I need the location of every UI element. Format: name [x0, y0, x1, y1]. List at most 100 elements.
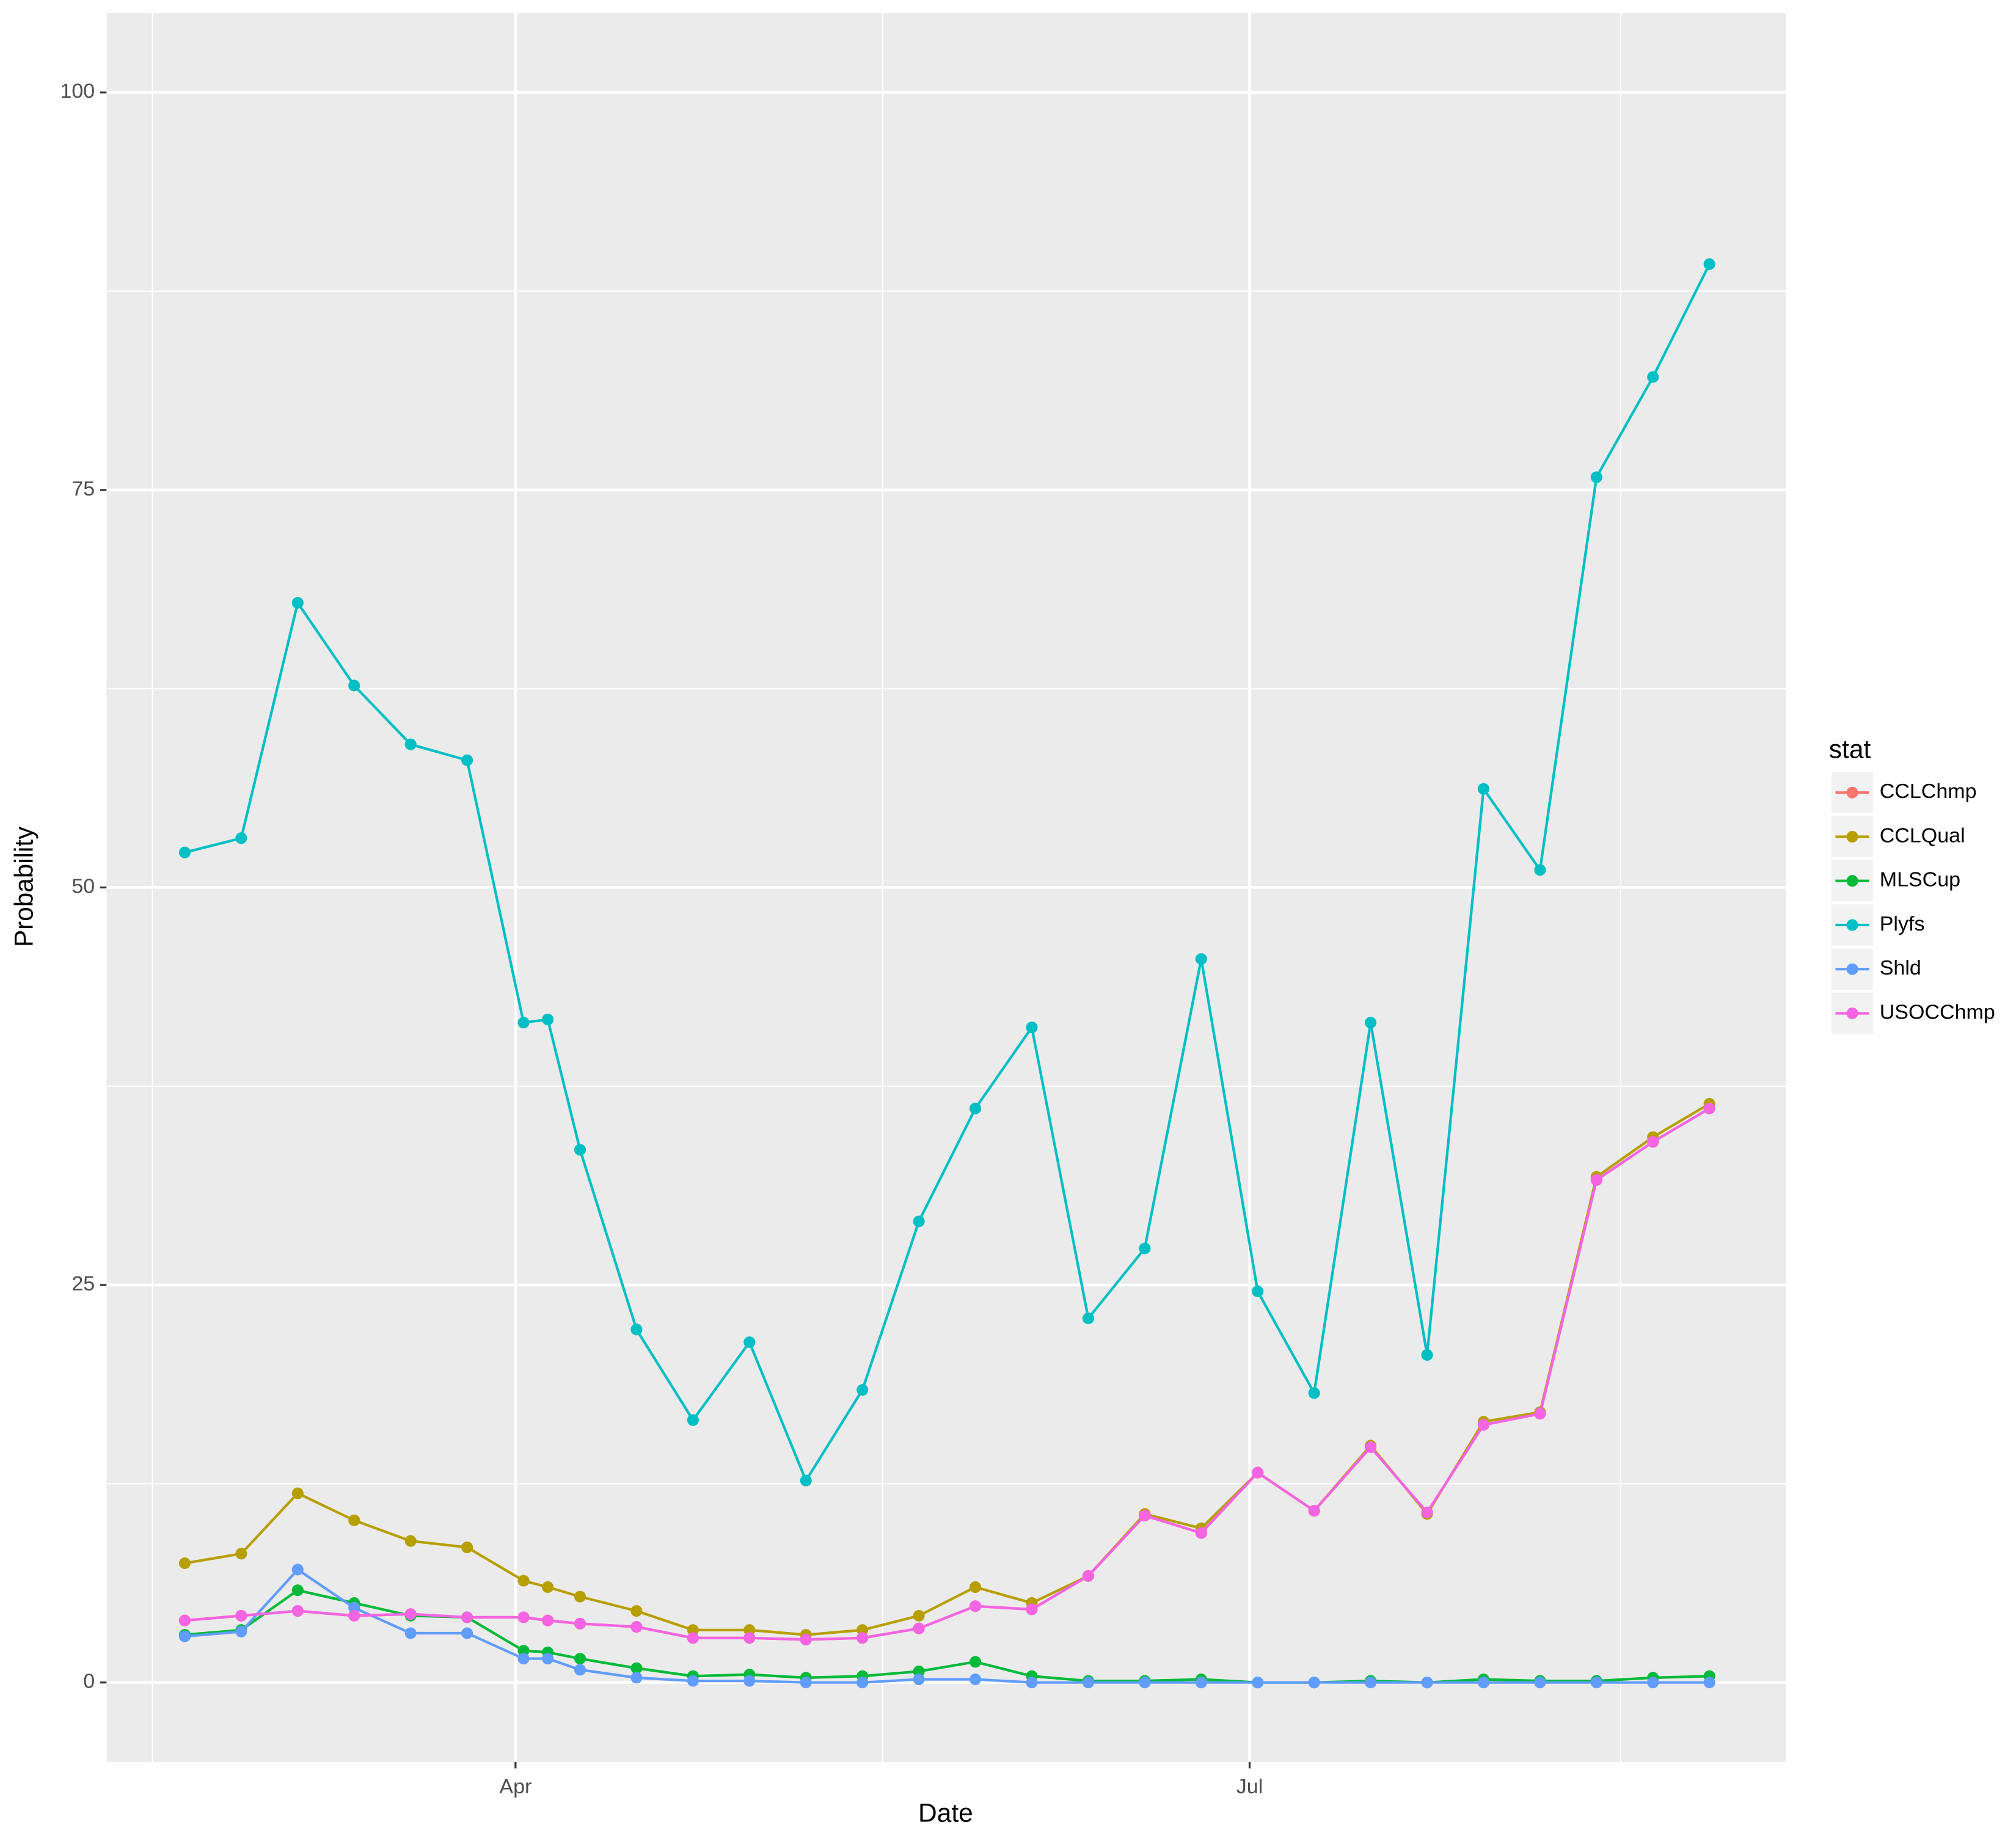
- data-point: [743, 1336, 756, 1348]
- data-point: [517, 1645, 530, 1657]
- legend-point: [1846, 919, 1858, 931]
- data-point: [235, 1548, 247, 1560]
- legend-title: stat: [1829, 735, 1871, 764]
- data-point: [291, 1605, 304, 1617]
- data-point: [1082, 1677, 1094, 1689]
- data-point: [542, 1581, 554, 1593]
- data-point: [969, 1102, 982, 1114]
- data-point: [630, 1323, 643, 1336]
- data-point: [1703, 1102, 1715, 1114]
- data-point: [1477, 1419, 1490, 1431]
- data-point: [178, 1614, 191, 1626]
- data-point: [517, 1611, 530, 1623]
- data-point: [404, 738, 417, 750]
- y-tick-label: 75: [71, 477, 95, 500]
- x-axis-title: Date: [918, 1799, 973, 1828]
- data-point: [404, 1608, 417, 1620]
- legend-label: Shld: [1880, 956, 1921, 979]
- data-point: [574, 1590, 586, 1603]
- data-point: [856, 1632, 869, 1644]
- data-point: [800, 1633, 812, 1645]
- data-point: [542, 1614, 554, 1626]
- legend-point: [1846, 830, 1858, 843]
- x-tick-label: Apr: [499, 1775, 531, 1798]
- data-point: [800, 1474, 812, 1487]
- data-point: [969, 1600, 982, 1612]
- data-point: [404, 1535, 417, 1547]
- data-point: [687, 1632, 699, 1644]
- data-point: [687, 1414, 699, 1426]
- data-point: [1026, 1677, 1038, 1689]
- data-point: [1139, 1677, 1151, 1689]
- data-point: [969, 1581, 982, 1593]
- data-point: [1590, 471, 1602, 483]
- data-point: [1082, 1312, 1094, 1325]
- data-point: [291, 1564, 304, 1576]
- data-point: [1590, 1677, 1602, 1689]
- data-point: [517, 1653, 530, 1665]
- data-point: [1590, 1174, 1602, 1186]
- data-point: [1026, 1021, 1038, 1033]
- data-point: [348, 679, 360, 692]
- data-point: [461, 1627, 473, 1639]
- y-tick-label: 50: [71, 874, 95, 898]
- y-tick-label: 0: [83, 1670, 95, 1693]
- legend-point: [1846, 875, 1858, 887]
- legend-point: [1846, 963, 1858, 975]
- legend-label: USOCChmp: [1880, 1000, 1995, 1023]
- data-point: [1026, 1603, 1038, 1615]
- legend-point: [1846, 786, 1858, 799]
- data-point: [1195, 1527, 1207, 1539]
- data-point: [1308, 1677, 1320, 1689]
- data-point: [1703, 258, 1715, 270]
- data-point: [743, 1675, 756, 1687]
- data-point: [1252, 1285, 1264, 1297]
- data-point: [743, 1632, 756, 1644]
- data-point: [743, 1624, 756, 1636]
- data-point: [856, 1677, 869, 1689]
- data-point: [630, 1662, 643, 1674]
- data-point: [1647, 1677, 1659, 1689]
- legend-label: CCLChmp: [1880, 780, 1977, 803]
- data-point: [461, 754, 473, 766]
- data-point: [856, 1384, 869, 1396]
- data-point: [461, 1541, 473, 1553]
- data-point: [348, 1609, 360, 1622]
- data-point: [1365, 1441, 1377, 1454]
- data-point: [969, 1673, 982, 1685]
- data-point: [1195, 1677, 1207, 1689]
- data-point: [1365, 1677, 1377, 1689]
- data-point: [235, 1609, 247, 1622]
- data-point: [1421, 1506, 1433, 1518]
- data-point: [913, 1622, 925, 1634]
- data-point: [1252, 1466, 1264, 1479]
- data-point: [1421, 1349, 1433, 1361]
- data-point: [687, 1675, 699, 1687]
- y-tick-label: 100: [60, 79, 95, 103]
- data-point: [178, 1630, 191, 1642]
- data-point: [178, 1557, 191, 1570]
- data-point: [1421, 1677, 1433, 1689]
- data-point: [1477, 783, 1490, 795]
- data-point: [1477, 1677, 1490, 1689]
- data-point: [178, 846, 191, 858]
- data-point: [630, 1672, 643, 1684]
- data-point: [1534, 1677, 1546, 1689]
- data-point: [630, 1621, 643, 1633]
- data-point: [800, 1677, 812, 1689]
- legend-point: [1846, 1007, 1858, 1019]
- data-point: [687, 1624, 699, 1636]
- legend-label: CCLQual: [1880, 824, 1965, 847]
- data-point: [1308, 1505, 1320, 1517]
- data-point: [235, 1625, 247, 1637]
- data-point: [517, 1575, 530, 1587]
- y-axis-title: Probability: [10, 826, 38, 947]
- x-tick-label: Jul: [1236, 1775, 1263, 1798]
- data-point: [856, 1624, 869, 1636]
- data-point: [461, 1611, 473, 1623]
- data-point: [404, 1627, 417, 1639]
- data-point: [913, 1673, 925, 1685]
- data-point: [517, 1017, 530, 1029]
